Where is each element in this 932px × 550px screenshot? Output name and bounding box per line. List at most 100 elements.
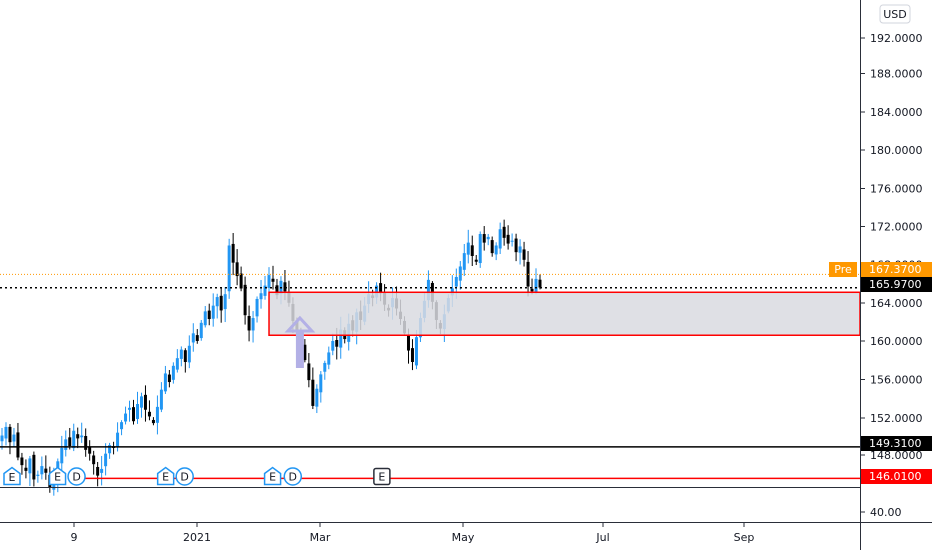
levels-layer <box>0 273 860 480</box>
candle <box>183 348 187 373</box>
candle <box>267 267 271 294</box>
candle <box>311 367 315 410</box>
candle <box>80 422 84 443</box>
candle <box>211 293 215 327</box>
candle <box>271 265 275 290</box>
earnings-marker-icon[interactable]: E <box>48 466 67 486</box>
candle <box>44 455 48 480</box>
demand-zone[interactable] <box>268 291 861 336</box>
candle <box>195 329 199 344</box>
candle <box>167 370 171 388</box>
candle <box>0 427 4 450</box>
price-tick-label: 160.0000 <box>870 335 923 348</box>
candle <box>259 279 263 309</box>
pre-value: 167.3700 <box>869 263 922 276</box>
candle <box>315 384 319 414</box>
candle <box>132 399 136 425</box>
candle <box>327 346 331 370</box>
earnings-marker-icon[interactable]: E <box>373 467 391 486</box>
candle <box>60 435 64 471</box>
candle <box>108 442 112 459</box>
candle <box>494 242 498 261</box>
candle <box>68 427 72 450</box>
pre-label: Pre <box>834 263 852 276</box>
event-label: E <box>378 471 385 484</box>
price-tick-label: 192.0000 <box>870 32 923 45</box>
price-tick-label: 156.0000 <box>870 374 923 387</box>
candle <box>135 391 139 424</box>
price-tick-label: 180.0000 <box>870 144 923 157</box>
candle <box>255 296 259 323</box>
price-tick-label: 148.0000 <box>870 449 923 462</box>
candle <box>219 288 223 323</box>
time-tick-label: Mar <box>310 531 331 544</box>
candle <box>323 360 327 380</box>
candle <box>128 400 132 422</box>
time-tick-label: 9 <box>71 531 78 544</box>
candle <box>458 261 462 290</box>
earnings-marker-icon[interactable]: E <box>156 466 175 486</box>
candle <box>331 333 335 356</box>
price-tick-label: 164.0000 <box>870 297 923 310</box>
candle <box>147 400 151 421</box>
candle <box>171 362 175 384</box>
candle <box>534 268 538 295</box>
candle <box>4 422 8 446</box>
candle <box>159 382 163 413</box>
candle <box>12 427 16 447</box>
candle <box>179 346 183 367</box>
candle <box>155 395 159 435</box>
candle <box>502 219 506 246</box>
event-label: D <box>289 471 297 484</box>
price-tick-label: 176.0000 <box>870 183 923 196</box>
price-tick-label: 188.0000 <box>870 68 923 81</box>
candle <box>470 235 474 266</box>
candle <box>247 305 251 342</box>
price-tick-label: 152.0000 <box>870 412 923 425</box>
event-label: E <box>54 471 61 484</box>
candle <box>175 349 179 373</box>
candle <box>120 420 124 436</box>
candle <box>96 461 100 487</box>
earnings-marker-icon[interactable]: E <box>3 466 21 486</box>
last-price-tag: 165.9700 <box>861 277 932 292</box>
candle <box>139 392 143 418</box>
candle <box>151 417 155 426</box>
events-layer: E D E D E D EE <box>3 466 391 486</box>
dividend-marker-icon[interactable]: D <box>283 467 303 486</box>
candle <box>307 353 311 388</box>
candle <box>522 241 526 267</box>
currency-badge[interactable]: USD <box>879 4 911 24</box>
candle <box>474 254 478 266</box>
candle <box>235 249 239 286</box>
candle <box>538 274 542 290</box>
up-arrow-icon[interactable] <box>284 315 316 368</box>
zone-layer <box>268 291 861 368</box>
price-axis[interactable]: 192.0000 188.0000 184.0000 180.0000 176.0000… <box>860 32 923 519</box>
candle <box>203 305 207 328</box>
dividend-marker-icon[interactable]: D <box>175 467 194 486</box>
time-axis[interactable]: 9 2021 Mar May Jul Sep <box>71 522 755 544</box>
dividend-marker-icon[interactable]: D <box>67 467 86 486</box>
low-price-tag: 146.0100 <box>861 469 932 484</box>
candle <box>124 406 128 425</box>
earnings-marker-icon[interactable]: E <box>263 466 282 486</box>
candle <box>414 329 418 370</box>
candle <box>498 222 502 255</box>
event-label: D <box>180 471 188 484</box>
candle <box>518 239 522 265</box>
candle <box>466 229 470 264</box>
candle <box>410 339 414 371</box>
price-tick-label: 184.0000 <box>870 106 923 119</box>
candle <box>510 233 514 247</box>
time-tick-label: Jul <box>595 531 609 544</box>
candle <box>215 293 219 319</box>
candle <box>40 456 44 480</box>
candle <box>76 427 80 449</box>
candle <box>199 319 203 341</box>
candle <box>32 451 36 487</box>
candle <box>100 455 104 486</box>
pre-market-tag: Pre 167.3700 <box>829 262 932 277</box>
